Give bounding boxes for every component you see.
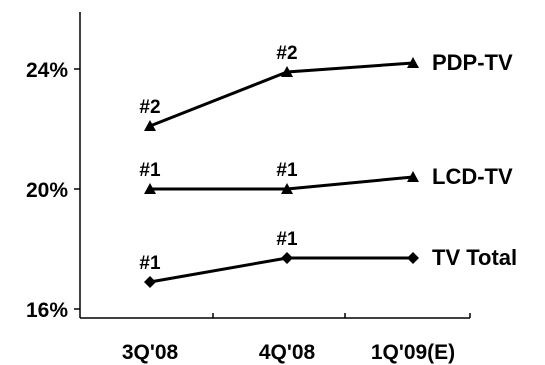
rank-label: #1 [139, 160, 161, 181]
series-line [149, 256, 413, 284]
x-tick-label: 4Q'08 [259, 341, 316, 364]
axes [74, 12, 471, 319]
rank-label: #1 [276, 229, 298, 250]
series-tv-total: #1 #1 TV Total [139, 229, 517, 288]
rank-label: #2 [276, 43, 297, 64]
rank-label: #1 [139, 253, 161, 274]
rank-label: #2 [139, 97, 160, 118]
y-tick-label: 24% [26, 59, 68, 82]
y-tick-label: 20% [26, 179, 68, 202]
series-pdp-tv: #2 #2 PDP-TV [139, 43, 513, 131]
series-layer: #2 #2 PDP-TV #1 #1 LCD-TV #1 #1 TV Total [139, 43, 517, 288]
series-lcd-tv: #1 #1 LCD-TV [139, 160, 513, 194]
data-point-triangle [407, 171, 419, 182]
series-name-label: TV Total [432, 245, 517, 270]
series-name-label: PDP-TV [432, 50, 513, 75]
x-tick-label: 3Q'08 [122, 341, 179, 364]
data-point-diamond [144, 276, 156, 288]
y-tick-label: 16% [26, 299, 68, 322]
rank-label: #1 [276, 160, 298, 181]
data-point-triangle [281, 66, 293, 77]
data-point-diamond [281, 252, 293, 264]
x-tick-label: 1Q'09(E) [371, 341, 455, 364]
data-point-triangle [144, 120, 156, 131]
series-line [149, 61, 414, 128]
series-name-label: LCD-TV [432, 164, 513, 189]
data-point-triangle [407, 57, 419, 68]
data-point-triangle [144, 183, 156, 194]
data-point-triangle [281, 183, 293, 194]
data-point-diamond [407, 252, 419, 264]
tick-labels: 16% 20% 24% 3Q'08 4Q'08 1Q'09(E) [26, 59, 455, 364]
